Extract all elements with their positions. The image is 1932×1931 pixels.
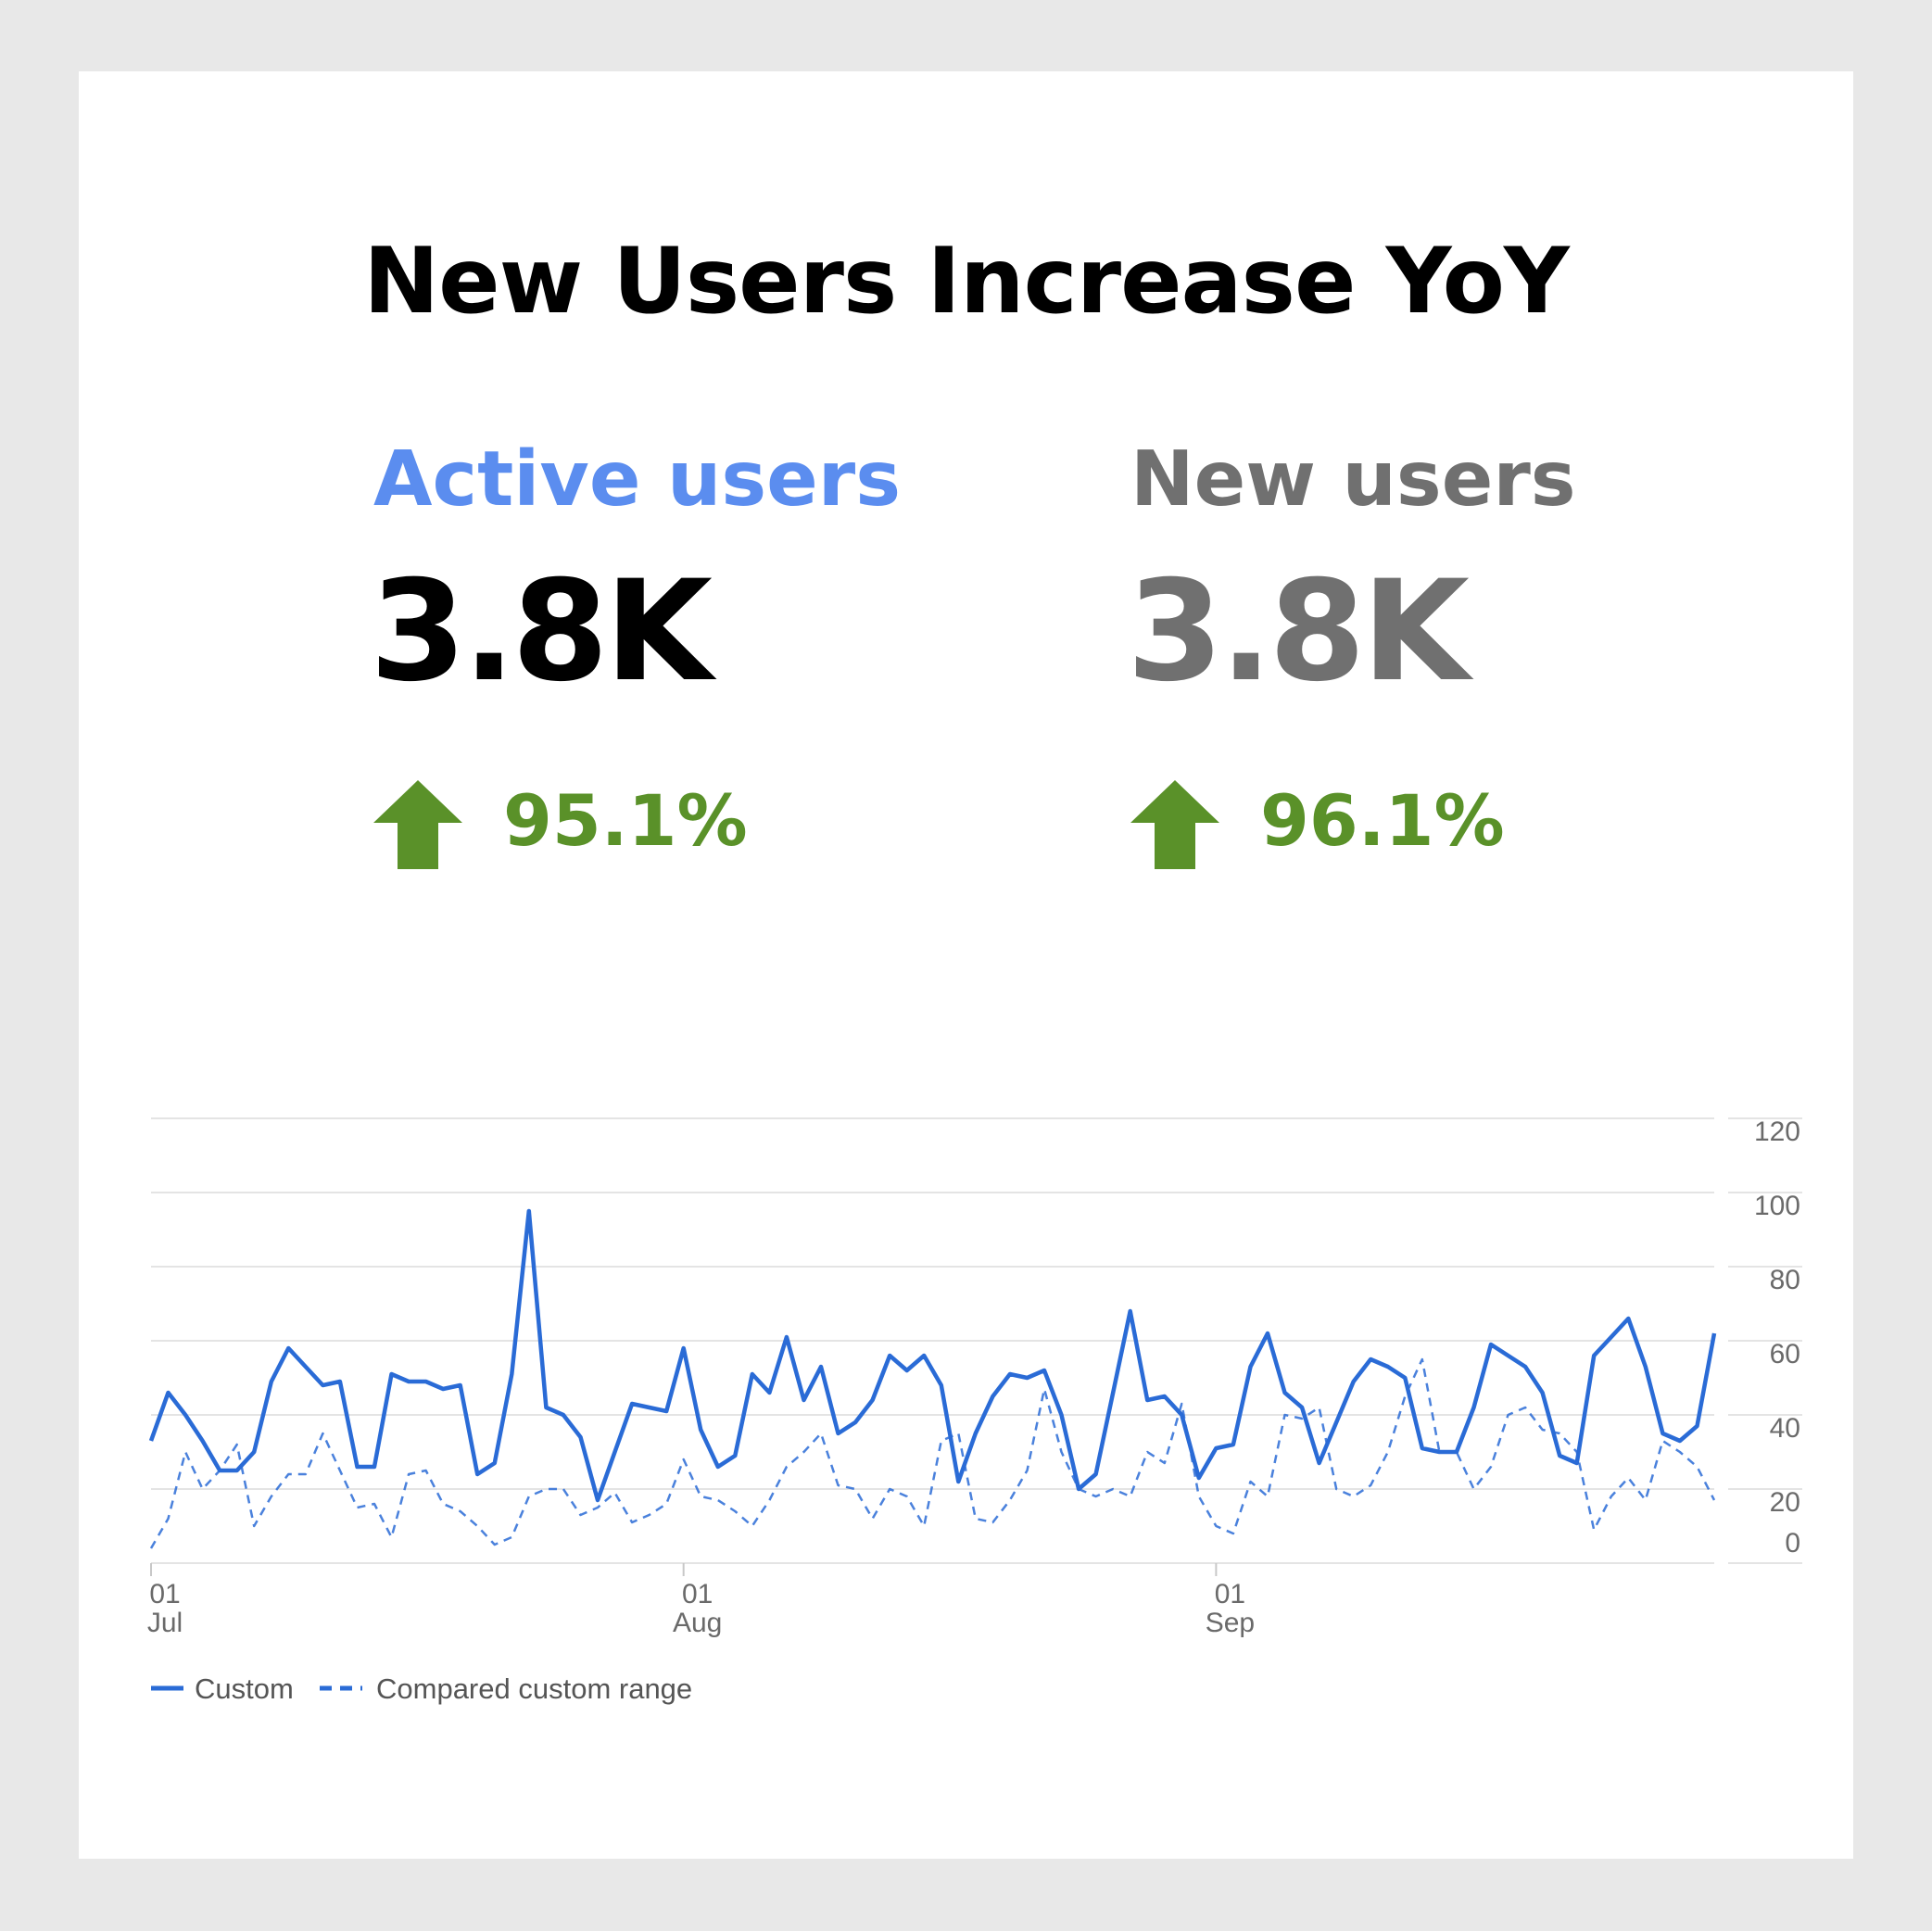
legend-label-custom: Custom <box>195 1672 294 1705</box>
y-tick-label: 40 <box>1770 1413 1800 1444</box>
x-tick-day: 01 <box>682 1579 713 1609</box>
y-tick-label: 120 <box>1754 1117 1800 1147</box>
y-tick-label: 80 <box>1770 1265 1800 1295</box>
metric-new-users-change-value: 96.1% <box>1260 779 1505 862</box>
y-tick-label: 100 <box>1754 1191 1800 1221</box>
series-line-compared <box>149 1357 1716 1549</box>
y-axis: 0 20 40 60 80 100 120 <box>1754 1117 1800 1559</box>
metric-active-users-label: Active users <box>373 435 902 524</box>
chart-grid <box>151 1117 1802 1564</box>
x-tick-month: Sep <box>1206 1608 1255 1638</box>
x-tick-day: 01 <box>1215 1579 1245 1609</box>
series-line-custom <box>148 1208 1717 1503</box>
page-title: New Users Increase YoY <box>363 229 1570 334</box>
arrow-up-icon <box>373 780 462 869</box>
y-tick-label: 60 <box>1770 1339 1800 1369</box>
x-tick-day: 01 <box>149 1579 180 1609</box>
x-tick-month: Aug <box>673 1608 722 1638</box>
chart-legend: Custom Compared custom range <box>151 1672 692 1705</box>
dashboard-card: New Users Increase YoY Active users 3.8K… <box>79 71 1853 1859</box>
metric-active-users-change: 95.1% <box>373 780 837 873</box>
metric-new-users: New users 3.8K 96.1% <box>1127 435 1576 869</box>
metric-new-users-label: New users <box>1130 435 1576 524</box>
x-tick-month: Jul <box>147 1608 183 1638</box>
metric-new-users-value: 3.8K <box>1127 551 1470 713</box>
y-tick-label: 0 <box>1785 1528 1800 1559</box>
metric-active-users-value: 3.8K <box>370 551 713 713</box>
metric-active-users-change-value: 95.1% <box>503 779 748 862</box>
metric-active-users: Active users 3.8K 95.1% <box>370 435 902 869</box>
arrow-up-icon <box>1130 780 1219 869</box>
metric-new-users-change: 96.1% <box>1130 780 1594 873</box>
legend-label-compared: Compared custom range <box>376 1672 692 1705</box>
chart-series <box>148 1208 1717 1549</box>
y-tick-label: 20 <box>1770 1487 1800 1518</box>
